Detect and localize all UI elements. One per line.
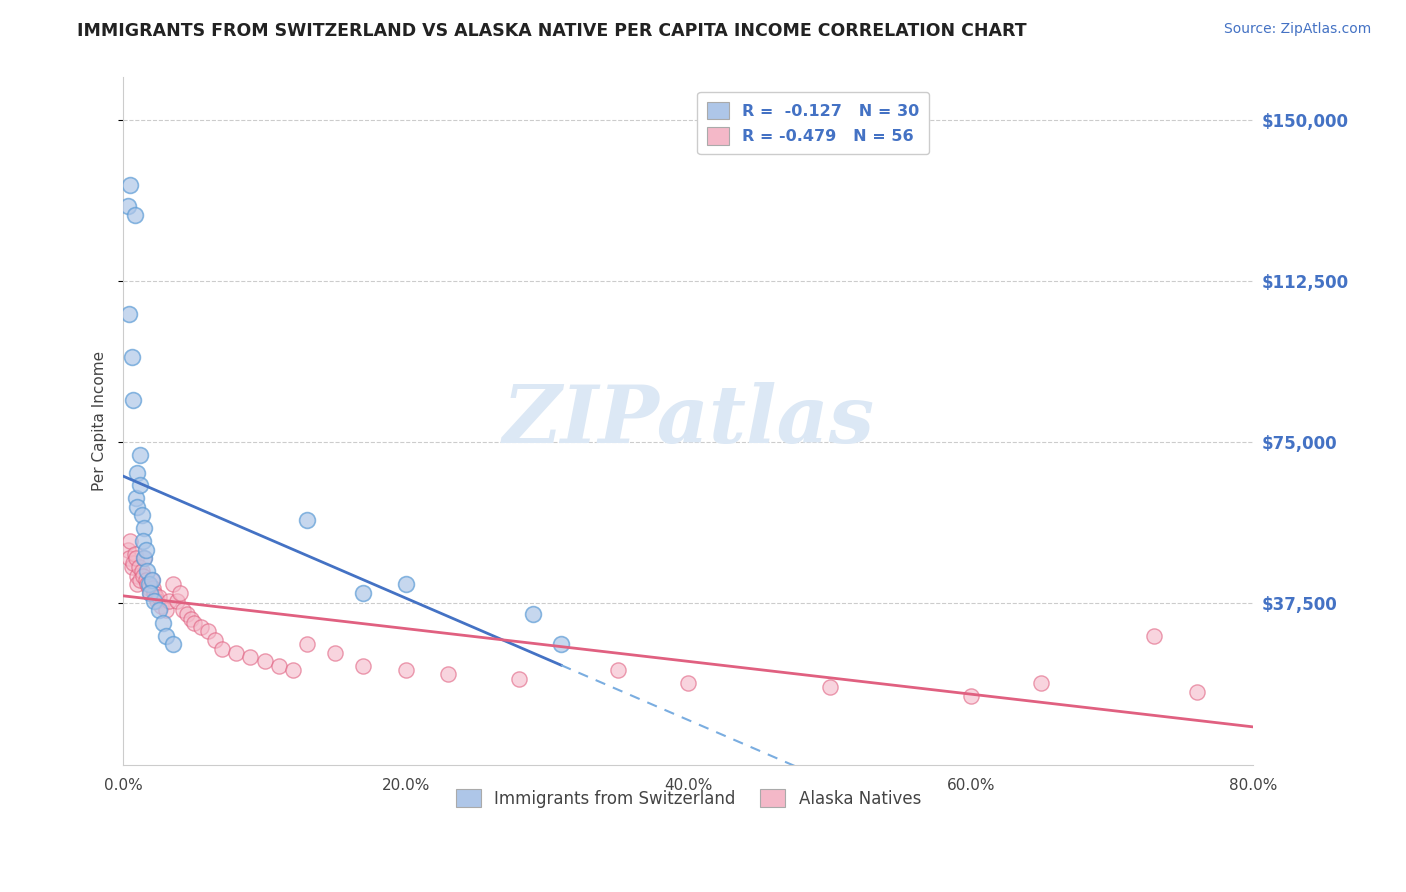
Point xyxy=(139,586,162,600)
Point xyxy=(550,637,572,651)
Point xyxy=(352,658,374,673)
Point xyxy=(127,500,149,514)
Point xyxy=(395,663,418,677)
Point xyxy=(152,615,174,630)
Point xyxy=(134,551,156,566)
Point xyxy=(183,615,205,630)
Point xyxy=(135,542,157,557)
Point xyxy=(211,641,233,656)
Point xyxy=(125,491,148,506)
Point xyxy=(295,637,318,651)
Point xyxy=(127,568,149,582)
Point xyxy=(352,586,374,600)
Point xyxy=(131,508,153,523)
Point xyxy=(204,632,226,647)
Point xyxy=(522,607,544,622)
Point xyxy=(323,646,346,660)
Point xyxy=(134,551,156,566)
Point xyxy=(135,573,157,587)
Point xyxy=(1143,629,1166,643)
Point xyxy=(132,534,155,549)
Point xyxy=(141,573,163,587)
Point xyxy=(155,629,177,643)
Point xyxy=(136,577,159,591)
Point xyxy=(166,594,188,608)
Point xyxy=(143,594,166,608)
Point xyxy=(818,680,841,694)
Point xyxy=(125,551,148,566)
Text: IMMIGRANTS FROM SWITZERLAND VS ALASKA NATIVE PER CAPITA INCOME CORRELATION CHART: IMMIGRANTS FROM SWITZERLAND VS ALASKA NA… xyxy=(77,22,1026,40)
Point xyxy=(120,534,142,549)
Point xyxy=(295,513,318,527)
Text: Source: ZipAtlas.com: Source: ZipAtlas.com xyxy=(1223,22,1371,37)
Point xyxy=(508,672,530,686)
Point xyxy=(118,307,141,321)
Point xyxy=(124,547,146,561)
Point xyxy=(162,637,184,651)
Point xyxy=(117,199,139,213)
Point xyxy=(148,603,170,617)
Point xyxy=(139,586,162,600)
Point xyxy=(148,590,170,604)
Point xyxy=(176,607,198,622)
Point xyxy=(162,577,184,591)
Point xyxy=(134,521,156,535)
Point xyxy=(1031,676,1053,690)
Point xyxy=(127,466,149,480)
Point xyxy=(122,392,145,407)
Point xyxy=(118,551,141,566)
Point xyxy=(128,560,150,574)
Point xyxy=(678,676,700,690)
Point xyxy=(155,603,177,617)
Legend: Immigrants from Switzerland, Alaska Natives: Immigrants from Switzerland, Alaska Nati… xyxy=(449,782,928,814)
Point xyxy=(253,655,276,669)
Text: ZIPatlas: ZIPatlas xyxy=(502,383,875,459)
Point xyxy=(267,658,290,673)
Point xyxy=(169,586,191,600)
Point xyxy=(145,590,167,604)
Point xyxy=(138,577,160,591)
Point xyxy=(1185,684,1208,698)
Point xyxy=(150,599,173,613)
Point xyxy=(121,350,143,364)
Point xyxy=(143,586,166,600)
Point xyxy=(606,663,628,677)
Point xyxy=(129,448,152,462)
Point xyxy=(239,650,262,665)
Point xyxy=(157,594,180,608)
Point xyxy=(225,646,247,660)
Point xyxy=(395,577,418,591)
Point xyxy=(129,478,152,492)
Point xyxy=(142,582,165,596)
Point xyxy=(120,178,142,192)
Point xyxy=(122,556,145,570)
Point xyxy=(124,208,146,222)
Point xyxy=(127,577,149,591)
Point xyxy=(141,573,163,587)
Point xyxy=(197,624,219,639)
Point xyxy=(190,620,212,634)
Point xyxy=(960,689,983,703)
Point xyxy=(437,667,460,681)
Point xyxy=(281,663,304,677)
Point xyxy=(136,564,159,578)
Point xyxy=(121,560,143,574)
Y-axis label: Per Capita Income: Per Capita Income xyxy=(93,351,107,491)
Point xyxy=(138,582,160,596)
Point xyxy=(180,611,202,625)
Point xyxy=(132,568,155,582)
Point xyxy=(117,542,139,557)
Point xyxy=(172,603,194,617)
Point xyxy=(146,594,169,608)
Point xyxy=(131,564,153,578)
Point xyxy=(129,573,152,587)
